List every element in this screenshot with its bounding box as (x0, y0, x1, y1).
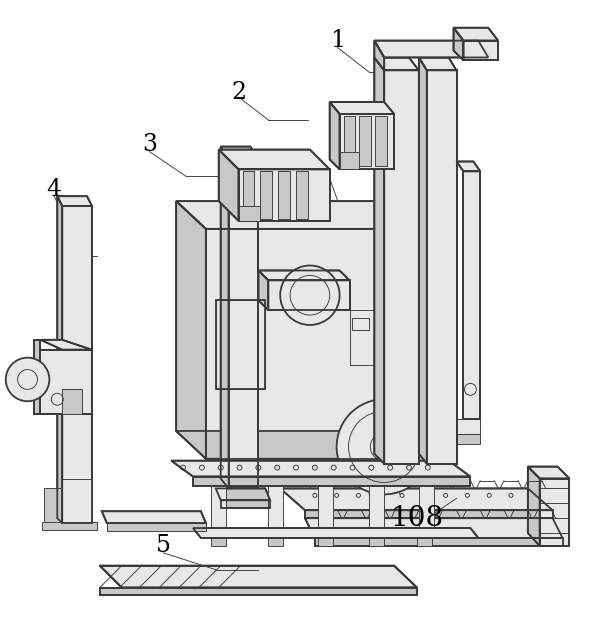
Polygon shape (344, 116, 355, 166)
Polygon shape (318, 487, 332, 528)
Polygon shape (219, 150, 239, 221)
Polygon shape (193, 476, 471, 487)
Polygon shape (384, 71, 419, 464)
Polygon shape (239, 206, 260, 221)
Polygon shape (216, 489, 270, 500)
Polygon shape (41, 340, 92, 350)
Text: 1: 1 (330, 29, 345, 52)
Text: 3: 3 (142, 133, 157, 156)
Polygon shape (280, 489, 553, 510)
Polygon shape (370, 487, 384, 528)
Circle shape (6, 358, 50, 401)
Circle shape (280, 266, 340, 325)
Polygon shape (62, 389, 82, 414)
Polygon shape (419, 487, 434, 528)
Polygon shape (456, 162, 480, 171)
Polygon shape (221, 500, 270, 508)
Polygon shape (374, 58, 384, 464)
Circle shape (337, 399, 432, 494)
Polygon shape (219, 150, 329, 169)
Polygon shape (171, 461, 471, 476)
Polygon shape (100, 587, 417, 595)
Polygon shape (374, 40, 384, 71)
Polygon shape (269, 281, 349, 310)
Polygon shape (211, 538, 225, 546)
Polygon shape (243, 171, 254, 219)
Polygon shape (296, 171, 308, 219)
Polygon shape (221, 146, 228, 489)
Polygon shape (41, 350, 92, 414)
Polygon shape (453, 28, 463, 60)
Polygon shape (57, 196, 92, 206)
Polygon shape (463, 171, 480, 419)
Polygon shape (260, 171, 272, 219)
Polygon shape (62, 206, 92, 523)
Polygon shape (329, 102, 394, 114)
Polygon shape (528, 467, 540, 546)
Polygon shape (340, 152, 359, 169)
Polygon shape (176, 201, 206, 458)
Polygon shape (318, 538, 332, 546)
Polygon shape (456, 434, 480, 444)
Polygon shape (211, 487, 225, 528)
Text: 5: 5 (155, 534, 171, 557)
Polygon shape (239, 169, 329, 221)
Polygon shape (456, 419, 480, 434)
Polygon shape (44, 489, 62, 523)
Polygon shape (107, 523, 206, 531)
Polygon shape (42, 522, 97, 530)
Polygon shape (62, 478, 92, 523)
Polygon shape (374, 58, 419, 71)
Polygon shape (57, 196, 62, 523)
Polygon shape (528, 467, 569, 478)
Polygon shape (427, 71, 456, 464)
Polygon shape (35, 340, 41, 414)
Polygon shape (278, 171, 290, 219)
Polygon shape (102, 511, 206, 523)
Polygon shape (221, 146, 258, 162)
Polygon shape (258, 270, 349, 281)
Text: 2: 2 (231, 81, 246, 103)
Polygon shape (376, 116, 387, 166)
Polygon shape (269, 487, 283, 528)
Polygon shape (374, 40, 488, 58)
Polygon shape (419, 58, 456, 71)
Polygon shape (305, 510, 553, 518)
Polygon shape (315, 538, 563, 546)
Polygon shape (359, 116, 371, 166)
Text: 108: 108 (390, 505, 444, 532)
Polygon shape (453, 28, 498, 40)
Polygon shape (269, 538, 283, 546)
Polygon shape (206, 229, 419, 458)
Polygon shape (258, 270, 269, 310)
Polygon shape (540, 478, 569, 546)
Polygon shape (463, 40, 498, 60)
Polygon shape (370, 538, 384, 546)
Polygon shape (340, 114, 394, 169)
Polygon shape (305, 518, 563, 538)
Polygon shape (417, 538, 432, 546)
Polygon shape (228, 162, 258, 489)
Polygon shape (193, 528, 478, 538)
Polygon shape (329, 102, 340, 169)
Polygon shape (176, 431, 419, 458)
Polygon shape (176, 201, 419, 229)
Polygon shape (100, 566, 417, 587)
Polygon shape (419, 58, 427, 464)
Text: 4: 4 (47, 178, 62, 201)
